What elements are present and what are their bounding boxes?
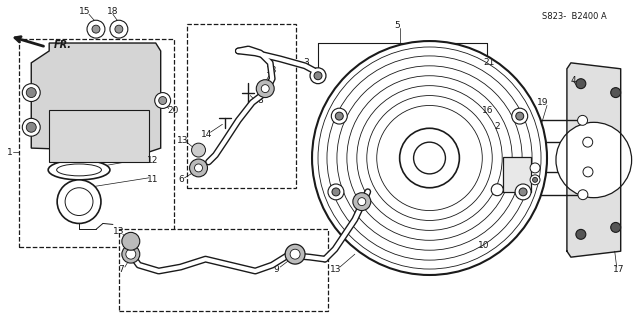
Circle shape	[583, 137, 592, 147]
Text: 15: 15	[79, 7, 91, 16]
Circle shape	[516, 112, 524, 120]
Circle shape	[413, 142, 445, 174]
Circle shape	[110, 20, 128, 38]
Circle shape	[337, 66, 522, 250]
Circle shape	[87, 20, 105, 38]
Circle shape	[576, 229, 586, 239]
Bar	[49, 110, 149, 162]
Circle shape	[318, 47, 541, 269]
Circle shape	[399, 128, 459, 188]
Circle shape	[583, 167, 593, 177]
Text: 3: 3	[303, 58, 309, 67]
Text: 20: 20	[167, 106, 178, 115]
Circle shape	[335, 112, 343, 120]
Text: FR.: FR.	[54, 40, 72, 50]
Circle shape	[357, 86, 502, 230]
Text: 1: 1	[6, 148, 12, 156]
Circle shape	[126, 249, 136, 259]
Circle shape	[261, 85, 269, 92]
Circle shape	[358, 198, 366, 206]
Circle shape	[26, 88, 36, 98]
Circle shape	[578, 190, 588, 200]
Circle shape	[491, 184, 503, 196]
Circle shape	[519, 188, 527, 196]
Circle shape	[115, 25, 123, 33]
Circle shape	[367, 96, 492, 220]
Circle shape	[530, 175, 540, 185]
Text: S823-  B2400 A: S823- B2400 A	[541, 12, 606, 21]
Circle shape	[556, 122, 632, 198]
Circle shape	[353, 193, 371, 211]
Circle shape	[533, 177, 538, 182]
Bar	[119, 229, 328, 311]
Circle shape	[611, 222, 620, 232]
Bar	[19, 39, 174, 247]
Circle shape	[159, 97, 167, 105]
Circle shape	[312, 41, 547, 275]
Text: 8: 8	[257, 96, 263, 105]
Text: 16: 16	[482, 106, 493, 115]
Text: 13: 13	[266, 66, 278, 75]
Circle shape	[57, 180, 101, 223]
Circle shape	[314, 72, 322, 80]
Circle shape	[515, 184, 531, 200]
Ellipse shape	[48, 160, 110, 180]
Circle shape	[190, 159, 208, 177]
Text: 7: 7	[118, 265, 124, 274]
Circle shape	[122, 245, 140, 263]
Text: 4: 4	[570, 76, 576, 85]
Circle shape	[155, 92, 171, 108]
Circle shape	[310, 68, 326, 84]
Circle shape	[332, 188, 340, 196]
Circle shape	[22, 118, 40, 136]
Circle shape	[285, 244, 305, 264]
Circle shape	[256, 80, 274, 98]
Circle shape	[194, 164, 203, 172]
Circle shape	[376, 106, 482, 211]
Polygon shape	[31, 43, 161, 152]
Text: 12: 12	[147, 156, 159, 164]
Circle shape	[327, 56, 532, 260]
Text: 10: 10	[478, 241, 489, 250]
Text: 13: 13	[113, 227, 125, 236]
Circle shape	[65, 188, 93, 215]
Circle shape	[331, 108, 347, 124]
Text: 9: 9	[273, 265, 279, 274]
Text: 5: 5	[395, 21, 401, 30]
Circle shape	[347, 76, 512, 240]
Text: 19: 19	[537, 98, 548, 107]
Text: 17: 17	[613, 265, 624, 274]
Bar	[187, 24, 296, 188]
Text: 11: 11	[147, 175, 159, 184]
Circle shape	[611, 88, 620, 98]
Circle shape	[576, 79, 586, 89]
Circle shape	[122, 232, 140, 250]
Circle shape	[290, 249, 300, 259]
Text: 13: 13	[177, 136, 189, 145]
Circle shape	[530, 163, 540, 173]
Circle shape	[26, 122, 36, 132]
Text: 13: 13	[330, 265, 341, 274]
Ellipse shape	[57, 164, 101, 176]
Text: 2: 2	[494, 122, 500, 131]
Text: 6: 6	[179, 175, 185, 184]
Circle shape	[22, 84, 40, 101]
Text: 21: 21	[483, 58, 495, 67]
Circle shape	[512, 108, 527, 124]
Text: 14: 14	[201, 130, 212, 139]
Circle shape	[192, 143, 206, 157]
Text: 18: 18	[107, 7, 118, 16]
Circle shape	[328, 184, 344, 200]
Polygon shape	[567, 63, 620, 257]
Bar	[503, 157, 531, 192]
Circle shape	[578, 116, 587, 125]
Circle shape	[92, 25, 100, 33]
